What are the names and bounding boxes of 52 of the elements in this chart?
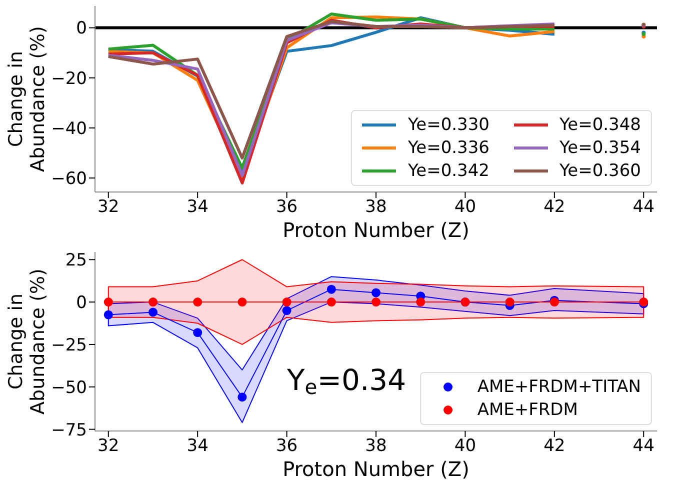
x-tick-label: 32 bbox=[98, 436, 120, 456]
x-tick-label: 40 bbox=[454, 197, 476, 218]
y-tick-label: −50 bbox=[51, 378, 87, 398]
x-tick-label: 44 bbox=[632, 197, 654, 218]
y-tick-label: −60 bbox=[51, 168, 87, 189]
legend-label: Ye=0.354 bbox=[560, 138, 641, 158]
legend-label: AME+FRDM+TITAN bbox=[477, 377, 641, 397]
x-tick-label: 34 bbox=[186, 436, 208, 456]
point bbox=[372, 288, 380, 298]
y-tick-label: −25 bbox=[51, 335, 87, 356]
y-tick-label: 25 bbox=[65, 250, 87, 271]
x-tick-label: 34 bbox=[186, 197, 208, 218]
x-tick-label: 44 bbox=[632, 436, 654, 456]
point bbox=[238, 392, 247, 402]
legend-label: Ye=0.336 bbox=[408, 138, 490, 158]
x-tick-label: 38 bbox=[365, 436, 387, 456]
y-tick-label: 0 bbox=[76, 18, 87, 39]
point bbox=[282, 298, 292, 307]
legend-label: Ye=0.348 bbox=[560, 115, 641, 135]
x-axis-title: Proton Number (Z) bbox=[282, 457, 470, 481]
point bbox=[372, 298, 380, 307]
point bbox=[148, 298, 158, 307]
x-tick-label: 42 bbox=[544, 436, 566, 456]
point bbox=[326, 298, 336, 307]
legend-label: AME+FRDM bbox=[477, 400, 578, 420]
point bbox=[104, 310, 113, 320]
point bbox=[505, 298, 514, 307]
y-tick-label: −75 bbox=[51, 420, 87, 440]
x-tick-label: 42 bbox=[544, 197, 566, 218]
point bbox=[238, 298, 247, 307]
point bbox=[104, 298, 113, 307]
x-tick-label: 32 bbox=[98, 197, 120, 218]
x-tick-label: 36 bbox=[276, 197, 298, 218]
y-tick-label: 0 bbox=[76, 293, 87, 313]
x-tick-label: 38 bbox=[365, 197, 387, 218]
y-axis-title: Change in Abundance (%) bbox=[5, 26, 49, 172]
legend-label: Ye=0.360 bbox=[560, 161, 641, 181]
legend-label: Ye=0.330 bbox=[408, 115, 490, 135]
annotation: Y$_{e}$=0.34 bbox=[286, 363, 406, 399]
point bbox=[148, 308, 158, 317]
x-tick-label: 40 bbox=[454, 436, 476, 456]
y-tick-label: −20 bbox=[51, 68, 87, 89]
point bbox=[326, 284, 336, 294]
point bbox=[282, 306, 292, 316]
legend-label: Ye=0.342 bbox=[408, 161, 490, 181]
point bbox=[416, 298, 426, 307]
y-axis-title: Change in Abundance (%) bbox=[5, 268, 49, 414]
point bbox=[193, 298, 202, 307]
y-tick-label: −40 bbox=[51, 118, 87, 139]
point bbox=[193, 328, 202, 338]
x-axis-title: Proton Number (Z) bbox=[282, 218, 470, 242]
x-tick-label: 36 bbox=[276, 436, 298, 456]
